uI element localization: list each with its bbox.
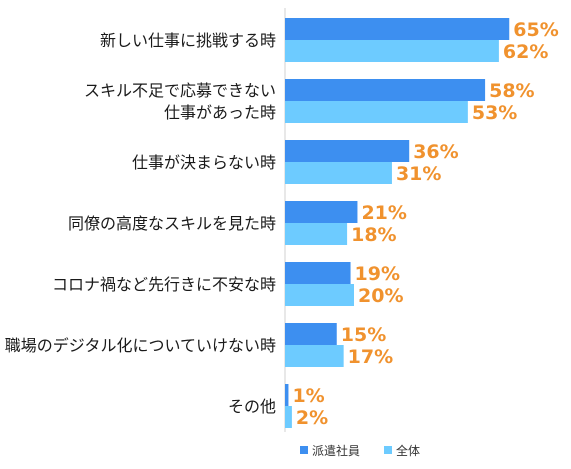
bar-haken xyxy=(285,79,486,101)
bar-haken xyxy=(285,18,510,40)
value-label: 1% xyxy=(292,385,324,407)
legend-swatch-haken xyxy=(300,446,308,454)
value-label: 36% xyxy=(413,141,458,163)
bar-zentai xyxy=(285,406,292,428)
bar-zentai xyxy=(285,162,392,184)
category-label: 新しい仕事に挑戦する時 xyxy=(100,31,276,50)
value-label: 21% xyxy=(361,202,406,224)
category-label: スキル不足で応募できない仕事があった時 xyxy=(84,81,276,122)
category-label-line: 新しい仕事に挑戦する時 xyxy=(100,31,276,50)
bar-haken xyxy=(285,384,289,406)
bar-zentai xyxy=(285,223,348,245)
bar-zentai xyxy=(285,345,344,367)
bar-haken xyxy=(285,323,337,345)
value-label: 18% xyxy=(351,224,396,246)
bar-haken xyxy=(285,201,358,223)
value-label: 19% xyxy=(355,263,400,285)
value-label: 62% xyxy=(503,41,548,63)
value-label: 20% xyxy=(358,285,403,307)
category-label: 仕事が決まらない時 xyxy=(132,153,276,172)
value-label: 2% xyxy=(296,407,328,429)
category-label: コロナ禍など先行きに不安な時 xyxy=(52,275,276,294)
legend-label-haken: 派遣社員 xyxy=(312,443,360,458)
category-label: 職場のデジタル化についていけない時 xyxy=(5,336,276,355)
legend: 派遣社員 全体 xyxy=(300,443,420,458)
value-label: 31% xyxy=(396,163,441,185)
category-label-line: スキル不足で応募できない xyxy=(84,81,276,100)
bar-zentai xyxy=(285,284,354,306)
value-label: 53% xyxy=(472,102,517,124)
category-label-line: 同僚の高度なスキルを見た時 xyxy=(68,214,276,233)
bar-haken xyxy=(285,262,351,284)
legend-label-zentai: 全体 xyxy=(396,443,420,458)
value-label: 65% xyxy=(513,19,558,41)
category-label-line: 仕事があった時 xyxy=(164,103,276,122)
category-label-line: コロナ禍など先行きに不安な時 xyxy=(52,275,276,294)
value-label: 58% xyxy=(489,80,534,102)
category-label: 同僚の高度なスキルを見た時 xyxy=(68,214,276,233)
category-labels: 新しい仕事に挑戦する時スキル不足で応募できない仕事があった時仕事が決まらない時同… xyxy=(5,31,276,416)
bar-haken xyxy=(285,140,410,162)
value-label: 17% xyxy=(348,346,393,368)
value-labels: 65%62% 58%53% 36%31% 21%18% 19%20% 15%17% 1%2% xyxy=(292,19,558,429)
value-label: 15% xyxy=(341,324,386,346)
legend-swatch-zentai xyxy=(384,446,392,454)
bars xyxy=(285,18,510,428)
category-label-line: 職場のデジタル化についていけない時 xyxy=(5,336,276,355)
category-label: その他 xyxy=(228,397,276,416)
bar-zentai xyxy=(285,40,499,62)
bar-zentai xyxy=(285,101,468,123)
category-label-line: 仕事が決まらない時 xyxy=(132,153,276,172)
category-label-line: その他 xyxy=(228,397,276,416)
